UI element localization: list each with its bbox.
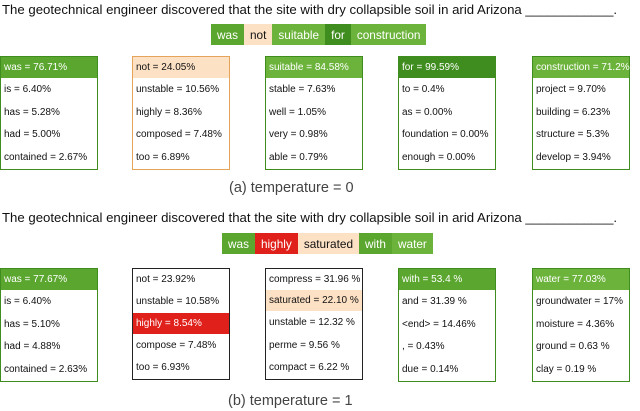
candidate-card-1: not = 24.05% unstable = 10.56% highly = 8.… [132,56,230,171]
card-row: is = 6.40% [4,295,51,307]
card-head: not = 23.92% [133,269,229,290]
card-head: compress = 31.96 % [266,269,362,290]
token-2: saturated [297,233,359,254]
card-head: not = 24.05% [133,57,229,78]
card-head: suitable = 84.58% [266,57,362,78]
candidate-card-0: was = 76.71% is = 6.40% has = 5.28% had = 5… [0,56,98,171]
card-row: compose = 7.48% [136,339,217,351]
card-head: for = 99.59% [399,57,495,78]
card-row: due = 0.14% [402,364,459,376]
card-row: saturated = 22.10 % [266,290,362,311]
token-4: water [391,233,433,254]
card-row: able = 0.79% [269,152,328,164]
candidate-card-1: not = 23.92% unstable = 10.58% highly = 8.… [132,268,230,381]
card-row: project = 9.70% [536,83,606,95]
candidate-card-4: construction = 71.2% project = 9.70% build… [532,56,630,171]
card-head: was = 77.67% [1,269,97,290]
card-row: moisture = 4.36% [536,318,615,330]
card-row: stable = 7.63% [269,83,336,95]
token-3: with [359,233,392,254]
card-row: well = 1.05% [269,106,326,118]
token-1: not [243,24,273,45]
card-row: unstable = 10.58% [136,295,220,307]
card-row: as = 0.00% [402,106,453,118]
candidate-card-0: was = 77.67% is = 6.40% has = 5.10% had = 4… [0,268,98,383]
card-row: compact = 6.22 % [269,362,350,374]
token-strip-a: was not suitable for construction [211,24,427,45]
card-row: contained = 2.67% [4,152,88,164]
token-strip-b: was highly saturated with water [222,233,433,254]
card-row: unstable = 10.56% [136,83,220,95]
card-row: had = 4.88% [4,341,61,353]
card-row: , = 0.43% [402,341,445,353]
candidate-card-3: for = 99.59% to = 0.4% as = 0.00% foundatio… [398,56,496,171]
card-row: has = 5.10% [4,318,60,330]
card-row: highly = 8.54% [133,312,229,334]
token-0: was [211,24,244,45]
caption-b: (b) temperature = 1 [228,393,353,409]
card-row: building = 6.23% [536,106,611,118]
card-row: perme = 9.56 % [269,339,340,351]
candidate-card-4: water = 77.03% groundwater = 17% moisture … [532,268,630,383]
card-row: enough = 0.00% [402,152,476,164]
card-row: very = 0.98% [269,129,328,141]
candidate-card-2: suitable = 84.58% stable = 7.63% well = 1.… [265,56,363,171]
card-head: was = 76.71% [1,57,97,78]
caption-a: (a) temperature = 0 [229,180,354,196]
card-row: had = 5.00% [4,129,61,141]
token-1: highly [254,233,298,254]
card-row: and = 31.39 % [402,295,467,307]
token-2: suitable [272,24,326,45]
card-row: too = 6.89% [136,152,190,164]
candidate-card-2: compress = 31.96 % saturated = 22.10 % uns… [265,268,363,381]
card-head: construction = 71.2% [533,57,630,78]
token-4: construction [350,24,427,45]
card-head: with = 53.4 % [399,269,495,290]
card-row: unstable = 12.32 % [269,316,355,328]
card-row: <end> = 14.46% [402,318,476,330]
token-3: for [325,24,351,45]
card-row: has = 5.28% [4,106,60,118]
card-row: develop = 3.94% [536,152,611,164]
card-head: water = 77.03% [533,269,629,290]
prompt-a: The geotechnical engineer discovered tha… [2,2,618,17]
card-row: contained = 2.63% [4,364,88,376]
card-row: composed = 7.48% [136,129,222,141]
card-row: clay = 0.19 % [536,364,597,376]
card-row: structure = 5.3% [536,129,610,141]
card-row: ground = 0.63 % [536,341,610,353]
card-row: to = 0.4% [402,83,445,95]
card-row: groundwater = 17% [536,295,624,307]
prompt-b: The geotechnical engineer discovered tha… [2,210,618,225]
card-row: foundation = 0.00% [402,129,489,141]
card-row: too = 6.93% [136,362,190,374]
token-0: was [222,233,255,254]
candidate-card-3: with = 53.4 % and = 31.39 % <end> = 14.46%… [398,268,496,383]
card-row: is = 6.40% [4,83,51,95]
card-row: highly = 8.36% [136,106,202,118]
